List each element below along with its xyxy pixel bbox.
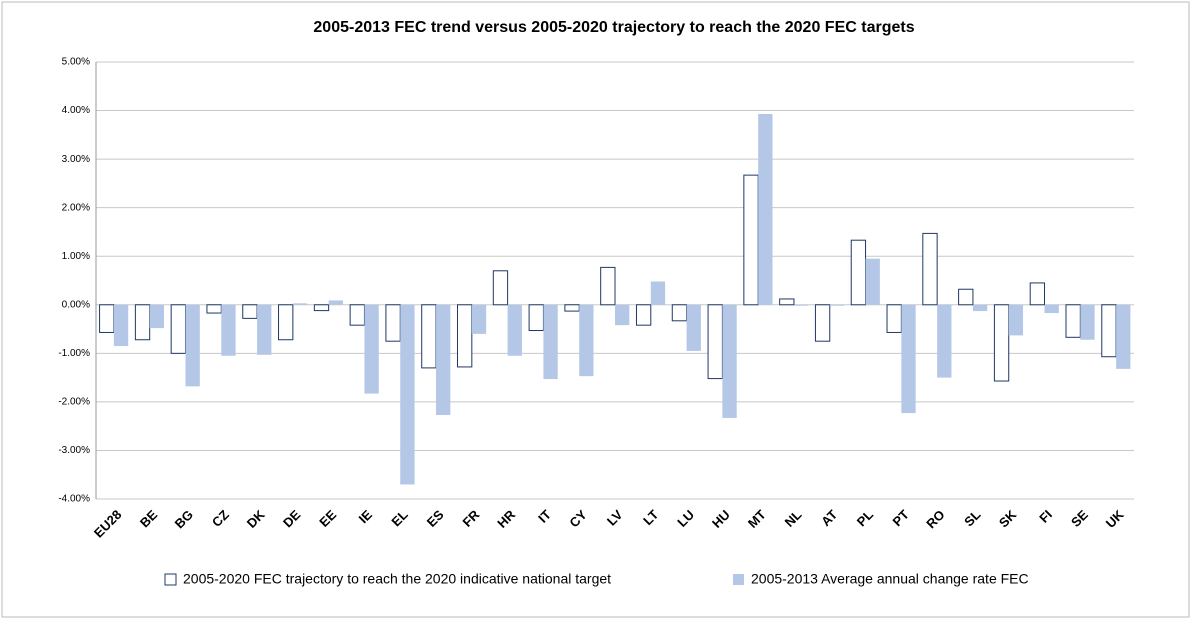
- bar: [364, 304, 379, 394]
- bar: [814, 304, 831, 342]
- y-tick-label: -2.00%: [58, 397, 90, 408]
- bar: [278, 304, 294, 341]
- bar: [758, 113, 773, 305]
- bar: [457, 304, 473, 368]
- y-tick-label: -4.00%: [58, 494, 90, 505]
- bar: [492, 270, 509, 306]
- bar: [886, 304, 902, 333]
- bar: [922, 232, 938, 306]
- bar: [901, 304, 916, 414]
- bar: [134, 304, 151, 341]
- bar: [242, 304, 258, 319]
- y-tick-label: 5.00%: [62, 57, 90, 68]
- bar: [743, 174, 759, 306]
- legend-swatch: [164, 573, 177, 586]
- bar: [650, 281, 666, 305]
- bar: [829, 304, 845, 306]
- bar: [993, 304, 1010, 382]
- bar: [1116, 304, 1131, 369]
- bar: [385, 304, 401, 342]
- bar: [349, 304, 365, 326]
- bar: [850, 239, 867, 306]
- bar: [1080, 304, 1095, 340]
- y-tick-label: 0.00%: [62, 299, 90, 310]
- bar: [1008, 304, 1024, 336]
- bar: [400, 304, 415, 485]
- bar: [937, 304, 952, 378]
- bar: [579, 304, 594, 377]
- bar: [793, 304, 809, 306]
- y-tick-label: 4.00%: [62, 105, 90, 116]
- bar: [600, 266, 616, 306]
- bar: [436, 304, 451, 415]
- bar: [313, 304, 330, 312]
- bar: [528, 304, 544, 332]
- bar: [185, 304, 200, 387]
- bar: [328, 300, 343, 305]
- y-tick-label: -3.00%: [58, 445, 90, 456]
- bar: [421, 304, 437, 369]
- bar: [471, 304, 487, 334]
- y-tick-label: -1.00%: [58, 348, 90, 359]
- bar: [221, 304, 236, 356]
- legend-label: 2005-2020 FEC trajectory to reach the 20…: [183, 571, 611, 587]
- bar: [686, 304, 701, 351]
- bar: [707, 304, 723, 380]
- bar: [958, 288, 974, 306]
- bar: [1101, 304, 1117, 358]
- bar: [722, 304, 737, 418]
- bar: [170, 304, 186, 354]
- bar: [635, 304, 652, 326]
- bar: [206, 304, 222, 314]
- bar: [865, 258, 880, 305]
- bar: [1044, 304, 1059, 314]
- chart-title: 2005-2013 FEC trend versus 2005-2020 tra…: [313, 19, 914, 36]
- bar: [149, 304, 165, 329]
- bar: [257, 304, 272, 355]
- y-tick-label: 2.00%: [62, 202, 90, 213]
- bar: [671, 304, 688, 322]
- y-tick-label: 3.00%: [62, 154, 90, 165]
- bar: [1029, 282, 1046, 306]
- bar: [972, 304, 988, 312]
- bar: [507, 304, 522, 356]
- legend-swatch: [733, 574, 744, 585]
- legend-label: 2005-2013 Average annual change rate FEC: [751, 571, 1029, 587]
- bar: [292, 303, 308, 305]
- bar: [543, 304, 558, 380]
- bar: [564, 304, 580, 312]
- bar: [113, 304, 129, 347]
- y-tick-label: 1.00%: [62, 251, 90, 262]
- bar: [99, 304, 115, 333]
- bar: [1065, 304, 1081, 338]
- bar: [615, 304, 630, 326]
- bar: [779, 298, 795, 306]
